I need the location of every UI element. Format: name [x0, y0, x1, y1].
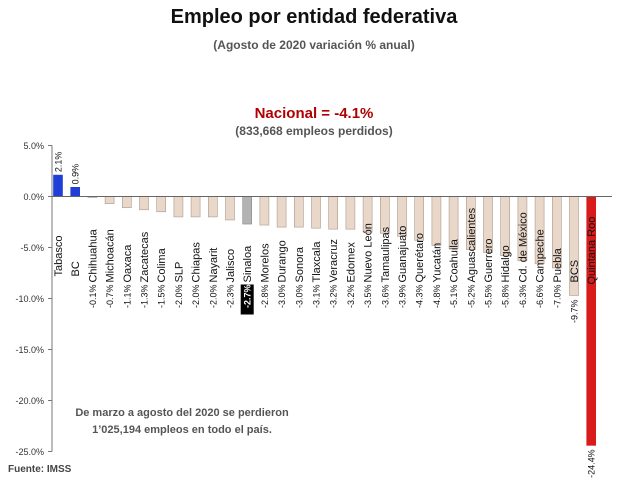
category-label: Hidalgo — [500, 245, 512, 282]
value-label: -2.0% — [174, 285, 184, 309]
value-label: -3.1% — [312, 285, 322, 309]
category-label: Quintana Roo — [586, 217, 598, 285]
value-label: 2.1% — [54, 152, 64, 173]
category-label: Chihuahua — [87, 228, 99, 282]
category-label: Veracruz — [328, 239, 340, 282]
y-tick-label: -5.0% — [20, 243, 44, 253]
bar — [293, 196, 304, 228]
value-label: -5.1% — [449, 285, 459, 309]
value-label: -1.1% — [122, 285, 132, 309]
bar — [311, 196, 321, 229]
category-label: Coahuila — [449, 238, 461, 282]
value-label: -9.7% — [570, 299, 580, 323]
category-label: Guanajuato — [397, 226, 409, 283]
bar — [122, 196, 132, 209]
category-label: Sonora — [294, 246, 306, 282]
bar — [276, 196, 287, 228]
category-label: Yucatán — [431, 243, 443, 283]
bar — [431, 196, 442, 246]
value-label: -4.8% — [432, 285, 442, 309]
category-label: Querétaro — [414, 233, 426, 283]
chart-title: Empleo por entidad federativa — [170, 6, 458, 28]
y-tick-label: -20.0% — [15, 396, 44, 406]
category-label: Morelos — [259, 243, 271, 283]
value-label: -3.2% — [329, 285, 339, 309]
y-tick-label: -15.0% — [15, 345, 44, 355]
category-label: Colima — [156, 247, 168, 282]
value-label: -2.3% — [226, 285, 236, 309]
category-label: Guerrero — [483, 238, 495, 282]
category-label: Campeche — [535, 229, 547, 282]
value-label: -0.7% — [105, 285, 115, 309]
value-label: -3.2% — [346, 285, 356, 309]
value-label: -6.6% — [535, 285, 545, 309]
bar — [242, 196, 252, 225]
bar — [328, 196, 339, 230]
category-label: SLP — [173, 262, 185, 283]
category-label: Oaxaca — [122, 244, 134, 283]
bar — [173, 196, 184, 218]
value-label: -5.5% — [484, 285, 494, 309]
category-label: Chiapas — [191, 242, 203, 283]
value-label: -2.8% — [260, 285, 270, 309]
value-label: -2.7% — [243, 285, 253, 309]
category-label: BCS — [569, 260, 581, 283]
bar — [156, 196, 166, 213]
value-label: -6.3% — [518, 285, 528, 309]
value-label: -1.3% — [140, 285, 150, 309]
category-label: Tabasco — [53, 236, 65, 277]
bar — [259, 196, 270, 226]
y-tick-label: 0.0% — [23, 192, 44, 202]
category-label: Nuevo León — [363, 223, 375, 282]
note-line: 1’025,194 empleos en todo el país. — [92, 424, 272, 436]
chart-subtitle: (Agosto de 2020 variación % anual) — [213, 38, 415, 52]
value-label: -3.9% — [398, 285, 408, 309]
bar — [139, 196, 149, 211]
value-label: -5.8% — [501, 285, 511, 309]
category-label: Michoacán — [105, 229, 117, 282]
bar — [70, 187, 80, 197]
value-label: -3.0% — [277, 285, 287, 309]
value-label: -0.1% — [88, 285, 98, 309]
value-label: -2.0% — [208, 285, 218, 309]
value-label: -3.6% — [380, 285, 390, 309]
category-label: Jalisco — [225, 249, 237, 283]
bar — [225, 196, 235, 221]
category-label: Durango — [277, 240, 289, 282]
value-label: -2.0% — [191, 285, 201, 309]
category-label: Tlaxcala — [311, 241, 323, 283]
category-label: Cd. de México — [517, 212, 529, 282]
source-label: Fuente: IMSS — [8, 464, 72, 475]
bar — [345, 196, 356, 230]
bar — [208, 196, 218, 218]
y-tick-label: -10.0% — [15, 294, 44, 304]
bar — [190, 196, 201, 218]
bar — [53, 174, 63, 197]
bar — [104, 196, 115, 204]
category-label: BC — [70, 261, 82, 276]
category-label: Puebla — [552, 247, 564, 282]
y-tick-label: -25.0% — [15, 447, 44, 457]
value-label: -1.5% — [157, 285, 167, 309]
national-sub-label: (833,668 empleos perdidos) — [235, 124, 392, 138]
category-label: Nayarit — [208, 248, 220, 283]
value-label: -3.0% — [294, 285, 304, 309]
value-label: 0.9% — [71, 164, 81, 185]
category-label: Sinaloa — [242, 245, 254, 283]
note-line: De marzo a agosto del 2020 se perdieron — [75, 407, 289, 419]
category-label: Aguascalientes — [466, 207, 478, 282]
value-label: -4.3% — [415, 285, 425, 309]
category-label: Zacatecas — [139, 231, 151, 282]
value-label: -5.2% — [466, 285, 476, 309]
category-label: Edomex — [345, 242, 357, 283]
value-label: -7.0% — [552, 285, 562, 309]
y-tick-label: 5.0% — [23, 141, 44, 151]
national-label: Nacional = -4.1% — [255, 105, 374, 122]
value-label: -24.4% — [587, 449, 597, 478]
category-label: Tamaulipas — [380, 226, 392, 282]
value-label-highlight — [240, 284, 254, 315]
value-label: -3.5% — [363, 285, 373, 309]
